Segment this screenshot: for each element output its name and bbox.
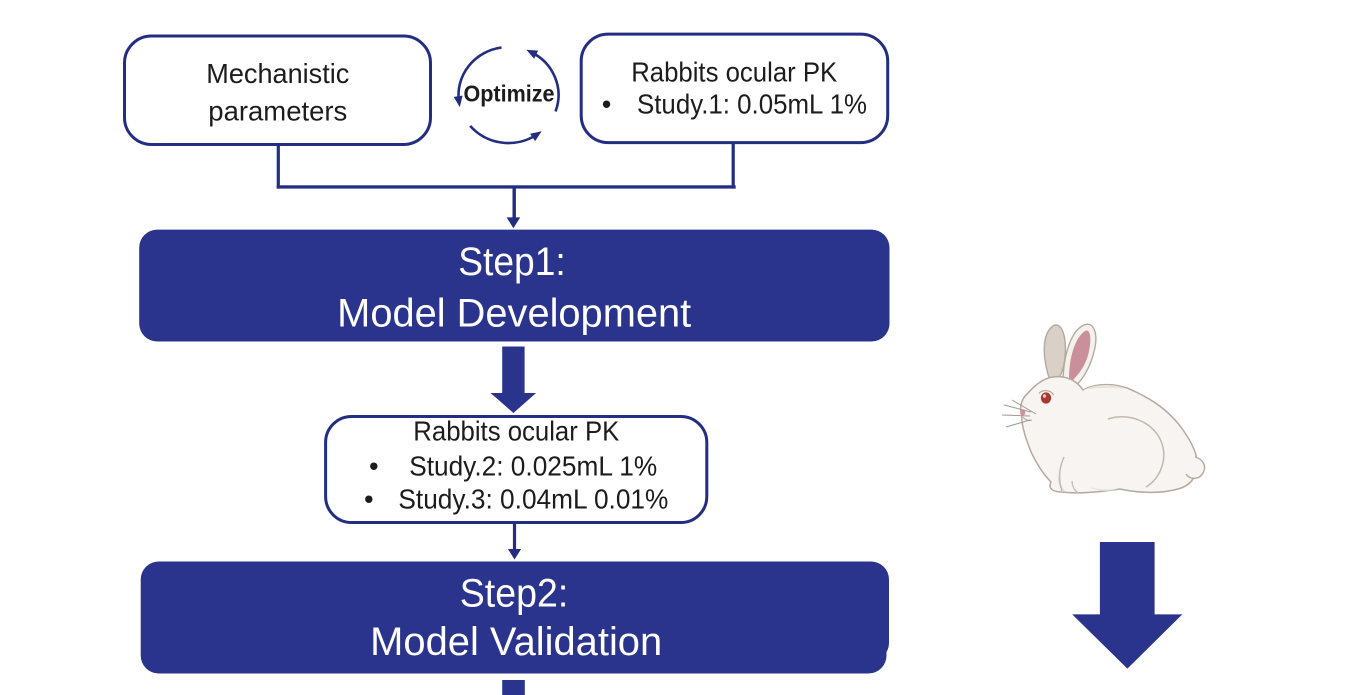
svg-text:Step1:: Step1:: [458, 240, 566, 284]
svg-text:•: •: [369, 451, 379, 482]
svg-text:Study.3: 0.04mL 0.01%: Study.3: 0.04mL 0.01%: [398, 484, 668, 515]
svg-text:Rabbits ocular PK: Rabbits ocular PK: [631, 56, 838, 87]
svg-text:Model Validation: Model Validation: [370, 620, 662, 664]
svg-text:•: •: [602, 89, 612, 120]
svg-text:parameters: parameters: [208, 96, 347, 127]
svg-text:Step2:: Step2:: [460, 572, 569, 616]
svg-text:•: •: [364, 484, 374, 515]
svg-text:Optimize: Optimize: [464, 80, 555, 106]
svg-text:Model Development: Model Development: [337, 291, 691, 335]
svg-text:Study.2: 0.025mL 1%: Study.2: 0.025mL 1%: [409, 451, 657, 482]
svg-text:Study.1: 0.05mL 1%: Study.1: 0.05mL 1%: [637, 89, 867, 120]
svg-text:Mechanistic: Mechanistic: [206, 58, 349, 89]
svg-text:Rabbits ocular PK: Rabbits ocular PK: [413, 416, 620, 447]
